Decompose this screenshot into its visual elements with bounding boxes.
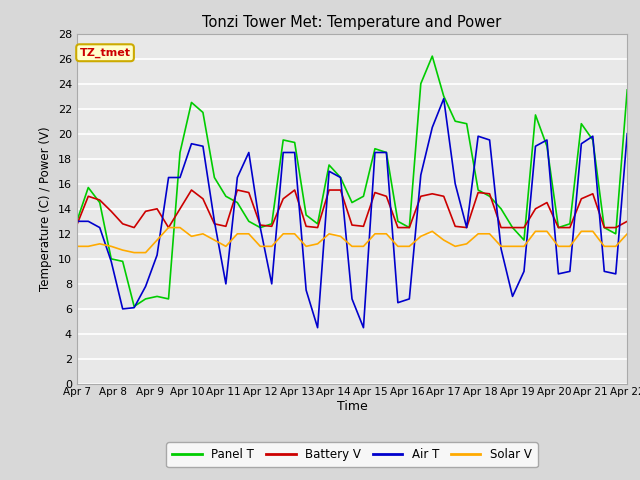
- Text: TZ_tmet: TZ_tmet: [79, 48, 131, 58]
- X-axis label: Time: Time: [337, 399, 367, 412]
- Y-axis label: Temperature (C) / Power (V): Temperature (C) / Power (V): [39, 127, 52, 291]
- Title: Tonzi Tower Met: Temperature and Power: Tonzi Tower Met: Temperature and Power: [202, 15, 502, 30]
- Legend: Panel T, Battery V, Air T, Solar V: Panel T, Battery V, Air T, Solar V: [166, 443, 538, 467]
